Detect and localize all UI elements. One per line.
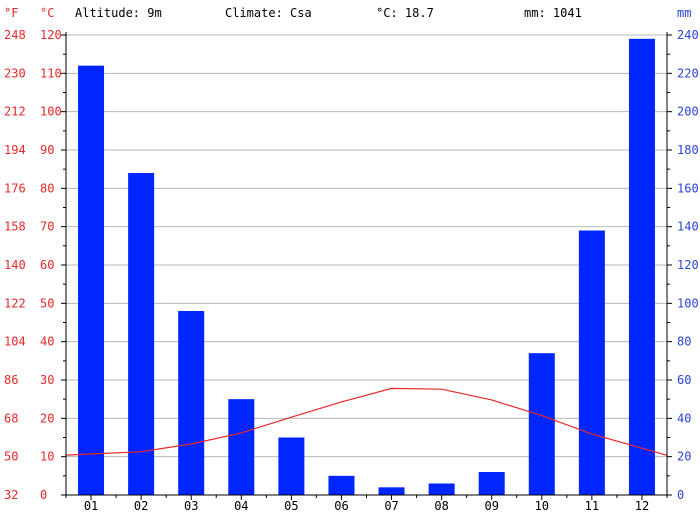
precipitation-bar [378,487,405,495]
celsius-tick-label: 110 [40,66,62,80]
right-axis-ticks: 0 20 40 60 80 100 120 140 160 180 200 220 240 [667,28,699,502]
celsius-unit-label: °C [40,6,54,20]
month-tick-label: 10 [535,499,549,513]
month-tick-label: 12 [635,499,649,513]
temperature-series-line [65,387,668,456]
month-tick-label: 06 [334,499,348,513]
altitude-label: Altitude: 9m [75,6,162,20]
month-tick-label: 02 [134,499,148,513]
fahrenheit-tick-label: 230 [4,66,26,80]
month-tick-label: 04 [234,499,248,513]
celsius-tick-label: 50 [40,296,54,310]
climate-label: Climate: Csa [225,6,312,20]
mm-tick-label: 60 [677,373,691,387]
month-tick-label: 09 [484,499,498,513]
fahrenheit-tick-label: 104 [4,335,26,349]
temperature-label: °C: 18.7 [376,6,434,20]
fahrenheit-tick-label: 158 [4,220,26,234]
mm-tick-label: 120 [677,258,699,272]
fahrenheit-tick-label: 176 [4,181,26,195]
celsius-tick-label: 60 [40,258,54,272]
precipitation-bar [228,399,255,495]
mm-tick-label: 20 [677,450,691,464]
precipitation-bar [328,475,355,495]
mm-tick-label: 160 [677,181,699,195]
precipitation-bar [428,483,455,495]
celsius-tick-label: 70 [40,220,54,234]
celsius-tick-label: 20 [40,411,54,425]
fahrenheit-tick-label: 212 [4,105,26,119]
mm-tick-label: 100 [677,296,699,310]
mm-tick-label: 220 [677,66,699,80]
precipitation-bar [478,472,505,495]
celsius-tick-label: 30 [40,373,54,387]
fahrenheit-tick-label: 140 [4,258,26,272]
fahrenheit-tick-label: 50 [4,450,18,464]
month-tick-label: 03 [184,499,198,513]
month-tick-label: 01 [84,499,98,513]
precipitation-bar [578,230,605,495]
month-axis-ticks: 01 02 03 04 05 06 07 08 09 10 11 12 [65,495,668,513]
fahrenheit-tick-label: 194 [4,143,26,157]
precipitation-bar [78,65,105,496]
month-tick-label: 08 [434,499,448,513]
temperature-line [65,387,668,456]
fahrenheit-tick-label: 248 [4,28,26,42]
celsius-tick-label: 80 [40,181,54,195]
mm-tick-label: 80 [677,335,691,349]
mm-tick-label: 40 [677,411,691,425]
precipitation-bars [78,38,655,496]
left-axis-ticks: 32 0 50 10 68 20 86 30 104 40 122 50 140 60 158 70 176 80… [4,28,66,502]
precipitation-bar [128,173,155,495]
precipitation-bar [528,353,555,495]
fahrenheit-tick-label: 68 [4,411,18,425]
celsius-tick-label: 90 [40,143,54,157]
precipitation-bar [278,437,305,495]
precipitation-bar [178,311,205,495]
fahrenheit-tick-label: 122 [4,296,26,310]
fahrenheit-tick-label: 86 [4,373,18,387]
celsius-tick-label: 120 [40,28,62,42]
mm-tick-label: 180 [677,143,699,157]
month-tick-label: 11 [585,499,599,513]
fahrenheit-tick-label: 32 [4,488,18,502]
celsius-tick-label: 0 [40,488,47,502]
fahrenheit-unit-label: °F [4,6,18,20]
precipitation-label: mm: 1041 [524,6,582,20]
celsius-tick-label: 100 [40,105,62,119]
mm-unit-label: mm [677,6,691,20]
mm-tick-label: 200 [677,105,699,119]
grid-lines [66,34,667,458]
celsius-tick-label: 10 [40,450,54,464]
mm-tick-label: 0 [677,488,684,502]
mm-tick-label: 240 [677,28,699,42]
precipitation-bar [628,38,655,495]
mm-tick-label: 140 [677,220,699,234]
chart-axes [65,32,668,496]
celsius-tick-label: 40 [40,335,54,349]
month-tick-label: 07 [384,499,398,513]
chart-header: Altitude: 9m Climate: Csa °C: 18.7 mm: 1… [75,6,582,20]
month-tick-label: 05 [284,499,298,513]
